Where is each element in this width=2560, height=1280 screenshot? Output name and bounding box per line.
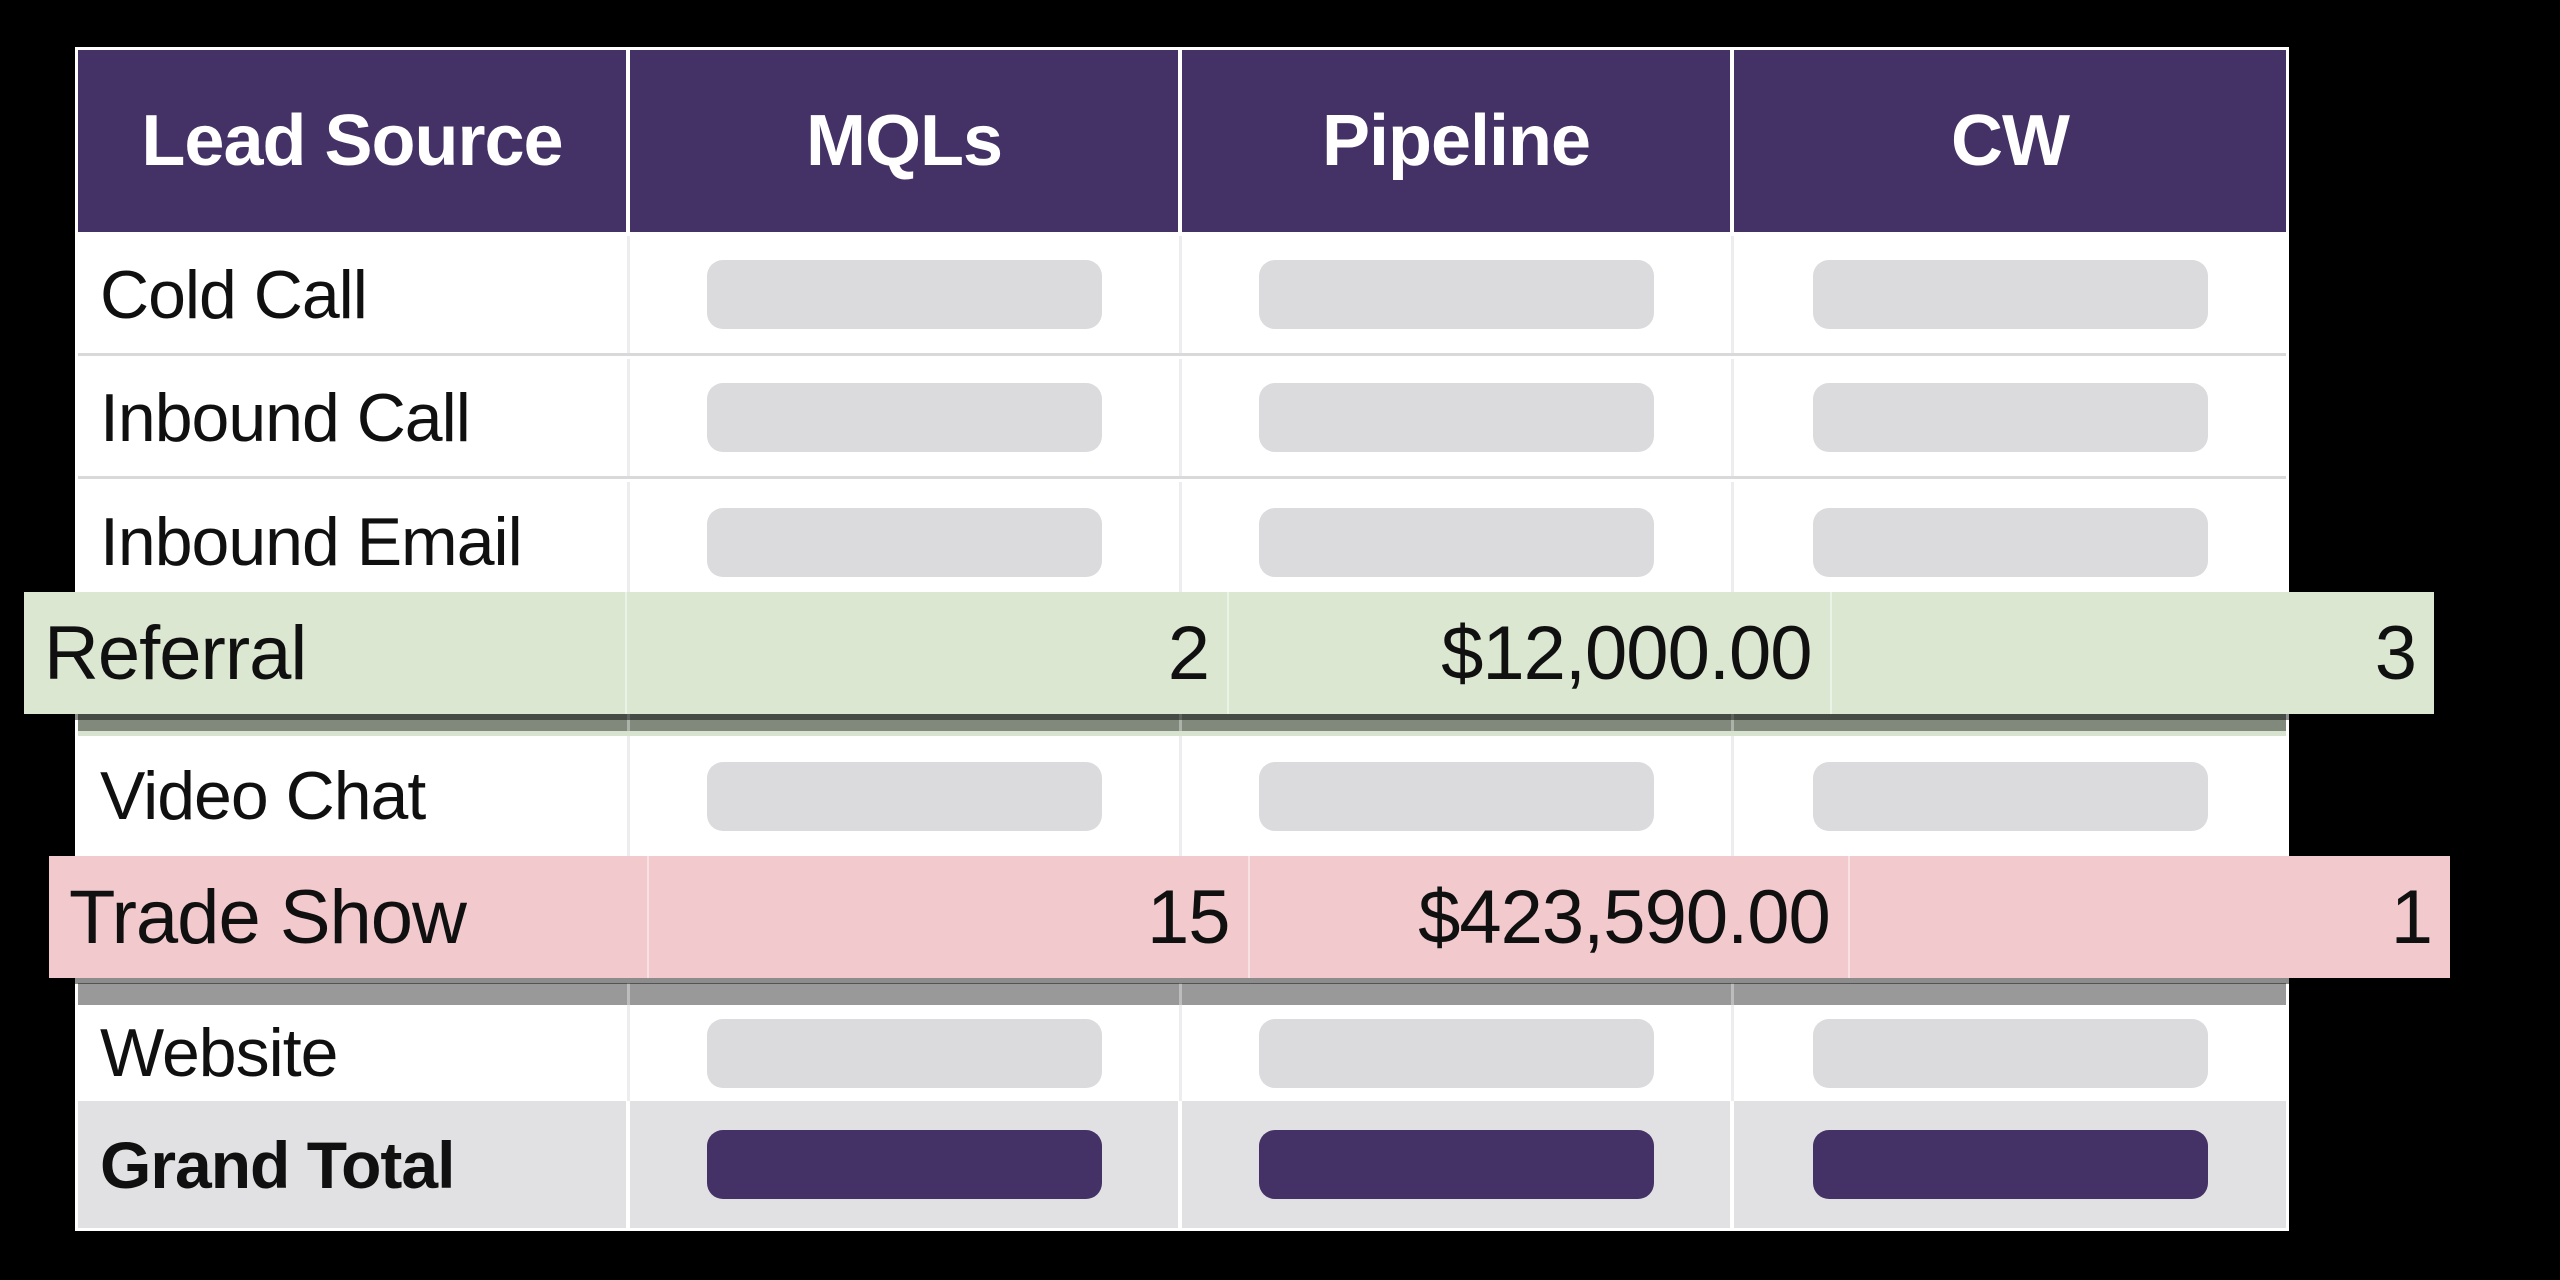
lead-source-cell: Grand Total xyxy=(78,1101,630,1228)
row-label: Inbound Email xyxy=(100,504,523,580)
lead-source-cell: Video Chat xyxy=(78,736,630,856)
row-label: Inbound Call xyxy=(100,379,471,456)
row-label: Cold Call xyxy=(100,256,368,333)
column-header-label: CW xyxy=(1951,101,2070,181)
table-row-cold-call[interactable]: Cold Call xyxy=(78,236,2286,356)
column-header-label: Lead Source xyxy=(141,101,563,181)
pipeline-cell xyxy=(1182,736,1734,856)
value-placeholder-pill xyxy=(1259,383,1654,452)
pipeline-cell xyxy=(1182,1005,1734,1101)
pipeline-value: $12,000.00 xyxy=(1441,610,1812,696)
lead-source-cell: Website xyxy=(78,1005,630,1101)
cw-cell xyxy=(1734,736,2286,856)
band-segment xyxy=(78,983,630,1005)
column-header-label: Pipeline xyxy=(1321,101,1591,181)
pipeline-cell: $423,590.00 xyxy=(1250,856,1850,978)
mqls-value: 15 xyxy=(1146,874,1231,960)
pipeline-value: $423,590.00 xyxy=(1418,874,1831,960)
row-shadow-band-referral xyxy=(78,714,2286,731)
mqls-cell xyxy=(630,359,1182,476)
lead-source-cell: Referral xyxy=(24,592,627,714)
value-placeholder-pill xyxy=(1812,1018,2208,1088)
dragged-row-referral[interactable]: Referral 2 $12,000.00 3 xyxy=(24,592,2434,714)
band-segment xyxy=(1734,714,2286,731)
band-segment xyxy=(630,714,1182,731)
column-header-pipeline: Pipeline xyxy=(1182,50,1734,232)
table-row-video-chat[interactable]: Video Chat xyxy=(78,736,2286,856)
table-row-inbound-call[interactable]: Inbound Call xyxy=(78,359,2286,479)
row-shadow-band-referral-edge xyxy=(78,731,2286,736)
pipeline-cell xyxy=(1182,482,1734,602)
band-segment xyxy=(630,983,1182,1005)
mqls-cell xyxy=(630,236,1182,353)
band-segment xyxy=(1734,983,2286,1005)
column-header-cw: CW xyxy=(1734,50,2286,232)
table-row-website[interactable]: Website xyxy=(78,1005,2286,1101)
table-header-row: Lead Source MQLs Pipeline CW xyxy=(78,50,2286,232)
value-placeholder-pill xyxy=(1259,260,1654,329)
row-label: Website xyxy=(100,1015,338,1091)
column-header-label: MQLs xyxy=(805,101,1003,181)
cw-cell xyxy=(1734,482,2286,602)
pipeline-cell xyxy=(1182,1101,1734,1228)
mqls-cell xyxy=(630,1101,1182,1228)
row-label: Referral xyxy=(44,610,307,696)
column-header-mqls: MQLs xyxy=(630,50,1182,232)
band-segment xyxy=(1182,983,1734,1005)
lead-source-cell: Inbound Call xyxy=(78,359,630,476)
value-placeholder-pill xyxy=(1812,260,2208,329)
value-placeholder-pill xyxy=(1259,1018,1654,1088)
value-placeholder-pill xyxy=(707,761,1102,831)
cw-cell xyxy=(1734,1101,2286,1228)
mqls-value: 2 xyxy=(1167,610,1210,696)
mqls-cell xyxy=(630,1005,1182,1101)
value-placeholder-pill xyxy=(707,507,1102,577)
row-label: Trade Show xyxy=(69,874,467,960)
value-placeholder-pill xyxy=(1259,761,1654,831)
band-segment xyxy=(78,714,630,731)
band-segment xyxy=(1182,714,1734,731)
dragged-row-trade-show[interactable]: Trade Show 15 $423,590.00 1 xyxy=(49,856,2450,978)
total-value-pill xyxy=(706,1130,1102,1199)
cw-value: 1 xyxy=(2390,874,2433,960)
value-placeholder-pill xyxy=(707,260,1102,329)
table-row-grand-total[interactable]: Grand Total xyxy=(78,1101,2286,1228)
table-row-inbound-email[interactable]: Inbound Email xyxy=(78,482,2286,602)
value-placeholder-pill xyxy=(707,1018,1102,1088)
cw-cell xyxy=(1734,236,2286,353)
mqls-cell: 2 xyxy=(627,592,1229,714)
value-placeholder-pill xyxy=(1812,761,2208,831)
cw-cell: 3 xyxy=(1832,592,2435,714)
row-label: Video Chat xyxy=(100,758,426,834)
lead-source-cell: Cold Call xyxy=(78,236,630,353)
total-value-pill xyxy=(1258,1130,1654,1199)
mqls-cell xyxy=(630,482,1182,602)
cw-cell: 1 xyxy=(1850,856,2450,978)
mqls-cell: 15 xyxy=(649,856,1250,978)
mqls-cell xyxy=(630,736,1182,856)
lead-source-cell: Inbound Email xyxy=(78,482,630,602)
value-placeholder-pill xyxy=(1812,507,2208,577)
cw-cell xyxy=(1734,359,2286,476)
row-shadow-band-trade-show xyxy=(78,983,2286,1005)
pipeline-cell: $12,000.00 xyxy=(1229,592,1832,714)
cw-cell xyxy=(1734,1005,2286,1101)
total-value-pill xyxy=(1812,1130,2208,1199)
column-header-lead-source: Lead Source xyxy=(78,50,630,232)
pipeline-cell xyxy=(1182,236,1734,353)
value-placeholder-pill xyxy=(1259,507,1654,577)
row-label: Grand Total xyxy=(100,1127,455,1202)
pipeline-cell xyxy=(1182,359,1734,476)
lead-source-cell: Trade Show xyxy=(49,856,650,978)
cw-value: 3 xyxy=(2374,610,2417,696)
value-placeholder-pill xyxy=(1812,383,2208,452)
value-placeholder-pill xyxy=(707,383,1102,452)
